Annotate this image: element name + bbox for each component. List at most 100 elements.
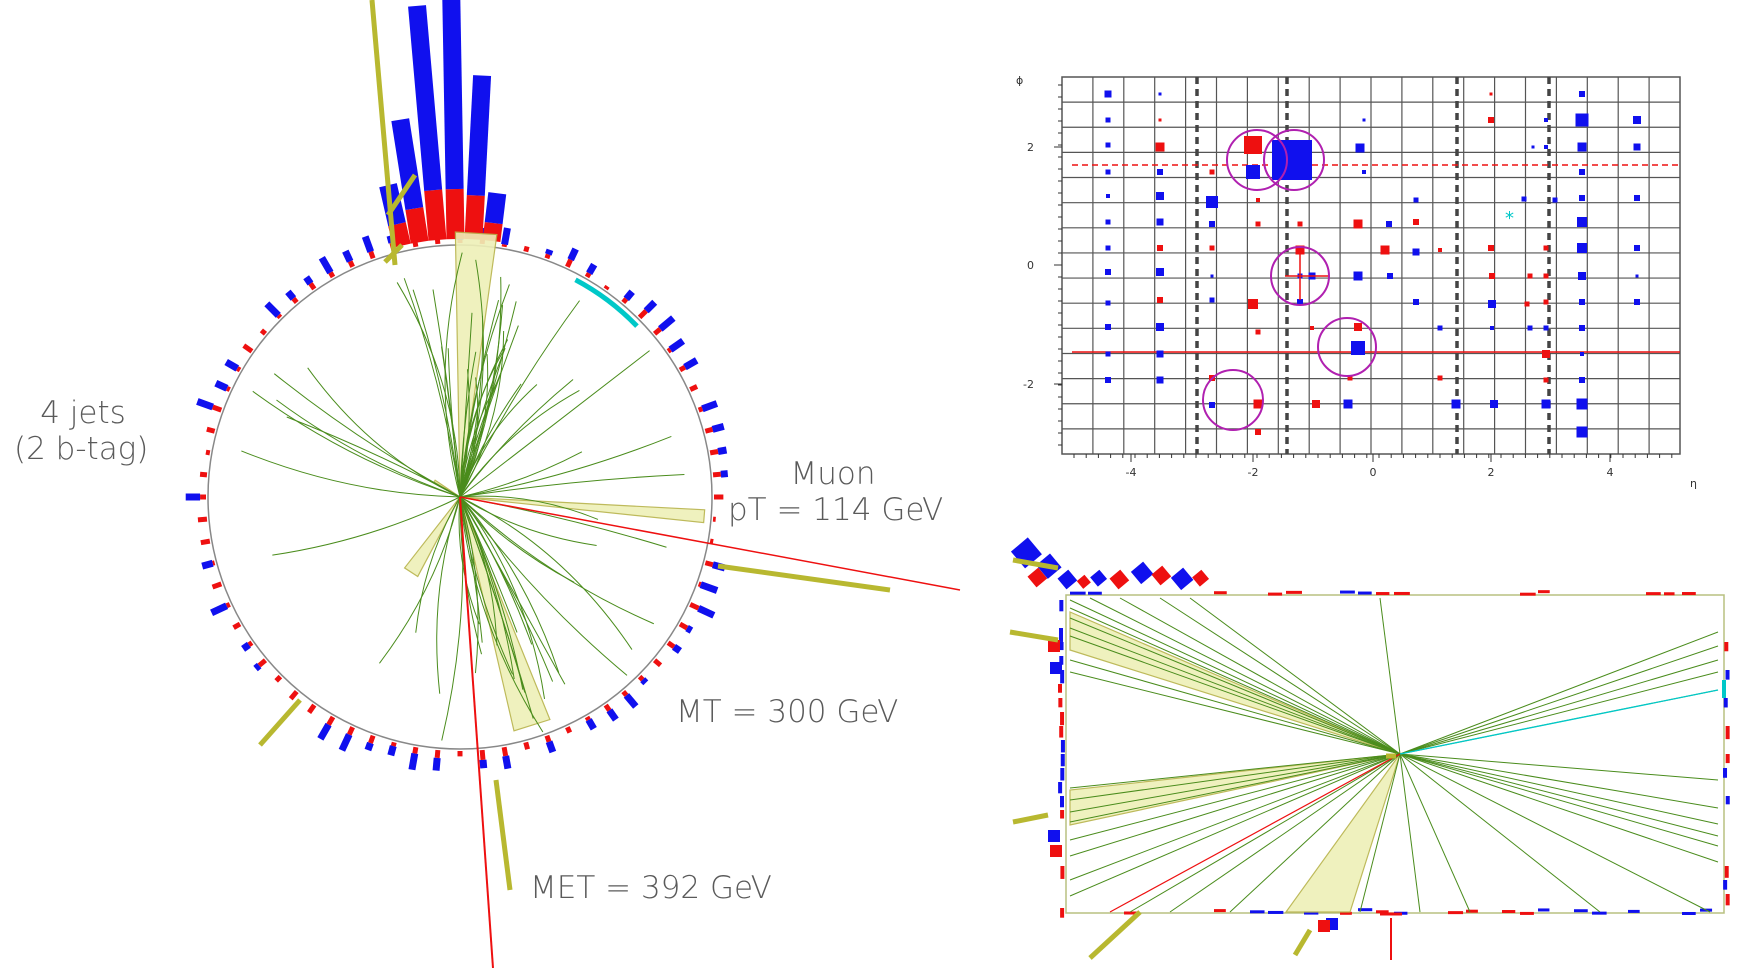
had-deposit xyxy=(586,262,598,276)
track xyxy=(272,496,461,556)
lego-cells: * xyxy=(1104,90,1641,438)
rz-track xyxy=(1229,753,1401,913)
lego-cell xyxy=(1312,400,1320,408)
selection-circle xyxy=(1317,317,1377,377)
jets-label-line1: 4 jets xyxy=(40,395,126,431)
lego-cell xyxy=(1489,273,1495,279)
em-deposit xyxy=(368,734,376,744)
lego-cell xyxy=(1105,324,1111,330)
em-deposit xyxy=(544,734,552,743)
rz-deposit xyxy=(1058,684,1063,693)
energy-bar xyxy=(369,0,398,266)
lego-cell xyxy=(1576,398,1588,410)
rz-track xyxy=(1069,753,1401,857)
energy-bar xyxy=(493,779,513,891)
track xyxy=(459,496,483,643)
lego-cell xyxy=(1524,301,1530,307)
rz-track xyxy=(1399,753,1719,837)
lego-cell xyxy=(1209,402,1215,408)
rz-energy-bar xyxy=(1012,557,1059,571)
track xyxy=(396,282,461,498)
rz-track xyxy=(1089,597,1401,755)
rz-jet-cone xyxy=(1284,753,1401,913)
rz-track xyxy=(1069,753,1401,789)
track xyxy=(459,496,515,680)
rz-deposit xyxy=(1060,796,1065,808)
rz-deposit xyxy=(1394,591,1410,595)
rz-track xyxy=(1119,597,1401,755)
rz-deposit xyxy=(1376,592,1390,596)
had-deposit xyxy=(623,693,639,709)
had-deposit xyxy=(361,235,374,253)
lego-cell xyxy=(1295,245,1305,255)
em-deposit xyxy=(206,426,216,434)
lego-cell xyxy=(1156,323,1164,331)
rz-deposit xyxy=(1070,591,1086,595)
lego-markers xyxy=(1202,129,1377,431)
lego-cell xyxy=(1633,116,1641,124)
rz-energy-bar xyxy=(1012,812,1049,825)
track xyxy=(241,450,461,498)
rz-jet-cone xyxy=(1069,611,1401,755)
track xyxy=(459,495,599,520)
rz-tower xyxy=(1057,569,1078,590)
lego-cell xyxy=(1576,426,1588,438)
rz-track xyxy=(1159,597,1401,755)
rz-track xyxy=(1379,597,1401,755)
had-deposit xyxy=(711,422,725,433)
lego-cell xyxy=(1156,268,1164,276)
muon-label: Muon pT = 114 GeV xyxy=(728,456,943,528)
lego-axis-ticks: -4 -2 0 2 4 2 0 -2 η ϕ xyxy=(1016,74,1697,490)
had-deposit xyxy=(623,289,635,302)
lego-cell xyxy=(1490,400,1498,408)
had-deposit xyxy=(717,446,728,455)
rz-tower xyxy=(1076,574,1091,589)
lego-cell xyxy=(1248,299,1258,309)
rz-deposit xyxy=(1725,754,1730,764)
em-deposit xyxy=(621,297,629,305)
track xyxy=(459,496,633,650)
track xyxy=(379,496,461,664)
rz-tower xyxy=(1027,567,1048,588)
rz-deposit xyxy=(1376,910,1389,914)
x-axis-label: η xyxy=(1690,477,1697,490)
lego-cell xyxy=(1255,329,1261,335)
em-deposit xyxy=(308,282,317,291)
had-deposit xyxy=(338,733,353,752)
rz-track xyxy=(1399,753,1711,913)
had-deposit xyxy=(643,299,658,314)
track xyxy=(459,473,685,498)
rz-deposit xyxy=(1214,591,1227,595)
lego-cell xyxy=(1386,221,1392,227)
em-deposit xyxy=(291,296,299,305)
track xyxy=(459,496,628,676)
lego-cell xyxy=(1543,299,1549,305)
track xyxy=(307,367,461,498)
lego-cell xyxy=(1105,169,1111,175)
had-deposit xyxy=(501,227,511,246)
rz-deposit xyxy=(1088,591,1102,595)
track xyxy=(286,416,461,498)
em-deposit xyxy=(523,245,530,253)
rz-jet-cones xyxy=(1069,611,1401,913)
track xyxy=(459,348,506,498)
had-deposit xyxy=(545,740,557,754)
em-deposit xyxy=(236,366,242,373)
rz-deposit xyxy=(1059,600,1064,612)
rz-track xyxy=(1399,645,1719,755)
track xyxy=(459,354,489,498)
rz-deposit xyxy=(1358,591,1372,595)
had-deposit xyxy=(342,249,354,263)
rz-deposit xyxy=(1538,590,1550,594)
energy-bar xyxy=(385,173,418,217)
lego-cell xyxy=(1297,221,1303,227)
mt-label: MT = 300 GeV xyxy=(676,694,899,730)
track xyxy=(459,435,672,498)
lego-cell xyxy=(1488,245,1494,251)
jet-cone xyxy=(454,231,498,498)
lego-cell xyxy=(1544,145,1548,149)
track xyxy=(459,496,534,719)
em-deposit xyxy=(242,343,254,354)
em-deposit xyxy=(326,715,336,726)
em-deposit xyxy=(225,602,231,609)
